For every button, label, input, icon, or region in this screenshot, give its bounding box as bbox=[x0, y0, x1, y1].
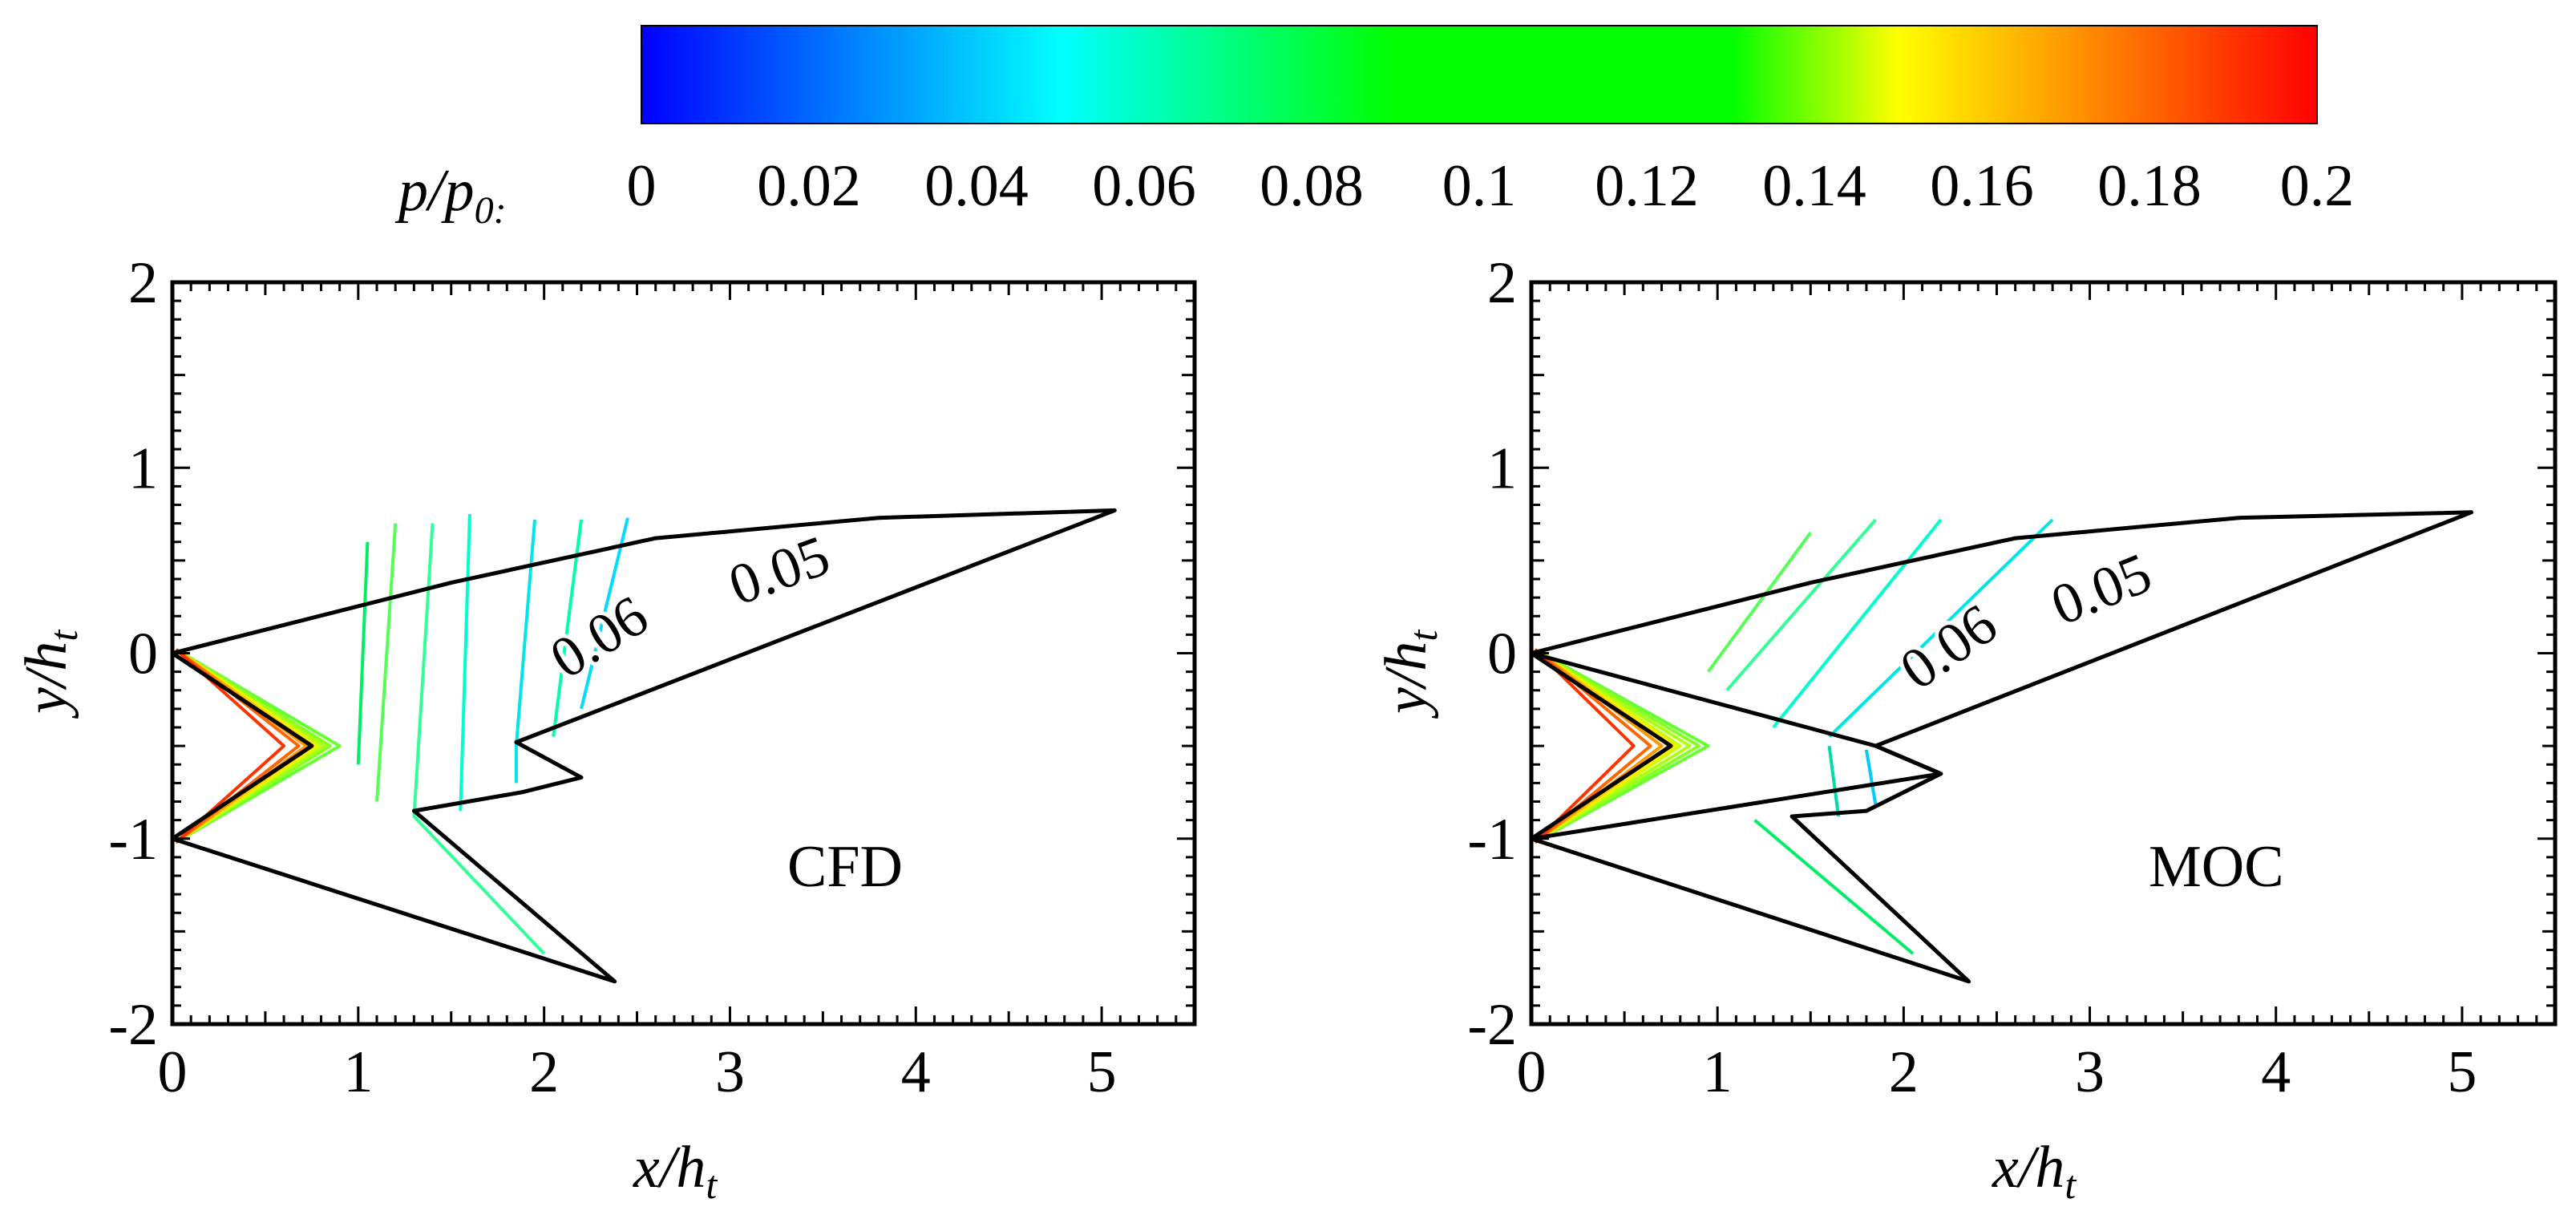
contour-line bbox=[1772, 518, 1943, 729]
x-tick-label: 2 bbox=[529, 1039, 559, 1105]
x-tick-label: 3 bbox=[2075, 1039, 2105, 1105]
panel-cfd: 0.06 0.05 0 1 2 3 4 5 -2 -1 0 1 2 CFD x/ht y/ht bbox=[14, 250, 1197, 1207]
contour-line bbox=[375, 523, 398, 802]
colorbar-tick-label: 0 bbox=[627, 153, 657, 219]
contour-label: 0.06 bbox=[1889, 592, 2008, 703]
axis-ticks bbox=[171, 281, 1196, 1026]
contour-line bbox=[1864, 749, 1878, 806]
panel-annotation: CFD bbox=[787, 834, 903, 900]
nozzle-boundary bbox=[1529, 510, 2473, 984]
nozzle-boundaries bbox=[170, 508, 1117, 984]
colorbar-tick-label: 0.16 bbox=[1930, 153, 2034, 219]
x-tick-label: 1 bbox=[343, 1039, 373, 1105]
colorbar-tick-label: 0.14 bbox=[1762, 153, 1866, 219]
contour-line bbox=[175, 648, 286, 844]
contour-line bbox=[175, 648, 313, 844]
panel-moc: 0.06 0.05 0 1 2 3 4 5 -2 -1 0 1 2 MOC x/ht y/ht bbox=[1373, 250, 2558, 1207]
plot-frame bbox=[1529, 280, 2558, 1027]
contour-line bbox=[459, 514, 471, 812]
nozzle-boundaries bbox=[1529, 510, 2473, 984]
nozzle-boundary bbox=[1531, 651, 1943, 841]
contour-line bbox=[1534, 648, 1700, 844]
contour-line bbox=[175, 648, 301, 844]
colorbar-tick-label: 0.06 bbox=[1092, 153, 1196, 219]
colorbar-tick-labels: 0 0.02 0.04 0.06 0.08 0.1 0.12 0.14 0.16 0.18 0.2 bbox=[627, 153, 2355, 219]
colorbar-tick-label: 0.02 bbox=[757, 153, 861, 219]
contour-line bbox=[412, 523, 546, 955]
x-tick-label: 4 bbox=[901, 1039, 931, 1105]
y-axis-label-sub: t bbox=[41, 630, 86, 642]
contour-line bbox=[1827, 745, 1841, 817]
colorbar-bar bbox=[641, 25, 2318, 124]
y-tick-label: -2 bbox=[1467, 992, 1517, 1058]
colorbar-tick-label: 0.2 bbox=[2280, 153, 2355, 219]
x-axis-label: x/ht bbox=[633, 1135, 718, 1207]
contour-line bbox=[356, 541, 370, 765]
x-tick-label: 1 bbox=[1703, 1039, 1733, 1105]
x-tick-label: 4 bbox=[2261, 1039, 2291, 1105]
y-tick-label: 2 bbox=[1487, 250, 1517, 316]
x-axis-label-sub: t bbox=[706, 1162, 718, 1207]
contour-line bbox=[1534, 648, 1664, 844]
y-axis-label: y/ht bbox=[14, 630, 86, 719]
x-tick-label: 0 bbox=[1517, 1039, 1547, 1105]
contour-line bbox=[514, 519, 536, 784]
contour-line bbox=[580, 517, 629, 710]
contour-line bbox=[1725, 518, 1878, 692]
x-tick-label: 5 bbox=[2447, 1039, 2477, 1105]
y-tick-label: -1 bbox=[108, 807, 158, 873]
colorbar-tick-label: 0.12 bbox=[1595, 153, 1699, 219]
contour-line bbox=[175, 648, 308, 844]
y-tick-label: -2 bbox=[108, 992, 158, 1058]
contour-line bbox=[1828, 518, 2054, 739]
contour-line bbox=[175, 648, 342, 844]
y-tick-label: 0 bbox=[128, 622, 158, 687]
contour-line bbox=[175, 648, 317, 844]
contour-label: 0.05 bbox=[2042, 541, 2160, 638]
contour-line bbox=[1534, 648, 1676, 844]
x-tick-label: 0 bbox=[158, 1039, 188, 1105]
colorbar-tick-label: 0.08 bbox=[1260, 153, 1364, 219]
colorbar-tick-label: 0.04 bbox=[924, 153, 1029, 219]
x-tick-label: 5 bbox=[1087, 1039, 1117, 1105]
x-axis-label-sub: t bbox=[2064, 1162, 2077, 1207]
panel-annotation: MOC bbox=[2149, 834, 2284, 900]
x-axis-label: x/ht bbox=[1992, 1135, 2077, 1207]
x-tick-label: 3 bbox=[715, 1039, 745, 1105]
y-tick-label: 1 bbox=[128, 435, 158, 501]
contour-line bbox=[1753, 819, 1915, 955]
contour-line bbox=[1534, 648, 1682, 844]
y-tick-label: -1 bbox=[1467, 807, 1517, 873]
axis-ticks bbox=[1530, 281, 2557, 1026]
contour-line bbox=[175, 648, 327, 844]
plot-frame bbox=[170, 280, 1197, 1027]
y-tick-label: 2 bbox=[128, 250, 158, 316]
contour-lines bbox=[175, 514, 629, 955]
colorbar-label: p/p0: bbox=[394, 158, 507, 232]
contour-label: 0.05 bbox=[721, 523, 838, 618]
y-tick-label: 0 bbox=[1487, 622, 1517, 687]
y-axis-label: y/ht bbox=[1373, 630, 1446, 719]
y-axis-label-sub: t bbox=[1401, 630, 1446, 642]
contour-line bbox=[1534, 648, 1692, 844]
contour-line bbox=[1706, 532, 1812, 673]
colorbar-tick-label: 0.1 bbox=[1442, 153, 1517, 219]
nozzle-boundary bbox=[170, 508, 1117, 984]
colorbar-label-sub: 0: bbox=[475, 189, 507, 232]
colorbar: p/p0: 0 0.02 0.04 0.06 0.08 0.1 0.12 0.14 0.16 0.… bbox=[394, 25, 2355, 232]
x-tick-label: 2 bbox=[1889, 1039, 1919, 1105]
contour-line bbox=[1534, 648, 1636, 844]
y-tick-label: 1 bbox=[1487, 435, 1517, 501]
colorbar-tick-label: 0.18 bbox=[2097, 153, 2202, 219]
contour-label: 0.06 bbox=[539, 583, 658, 691]
